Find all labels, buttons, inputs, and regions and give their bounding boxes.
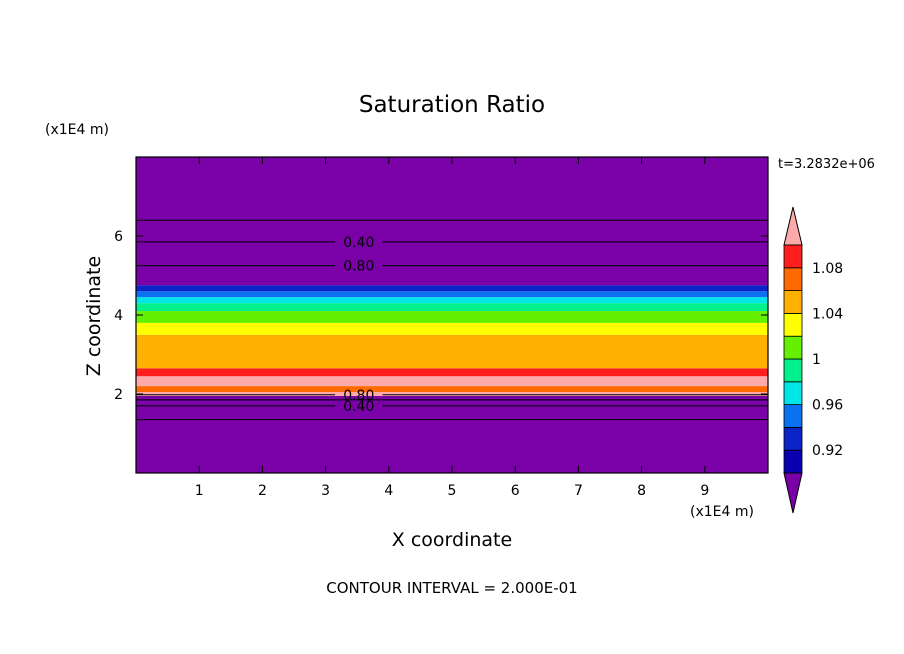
contour-band	[136, 297, 768, 304]
y-axis-label: Z coordinate	[83, 256, 105, 376]
contour-band	[136, 392, 768, 396]
contour-band	[136, 352, 768, 369]
x-axis-label: X coordinate	[392, 529, 512, 551]
colorbar-swatch	[783, 335, 803, 360]
colorbar-label: 0.92	[812, 443, 843, 459]
x-tick-label: 5	[448, 483, 457, 499]
colorbar-label: 1	[812, 352, 821, 368]
chart-title: Saturation Ratio	[359, 92, 545, 118]
timestamp-label: t=3.2832e+06	[778, 157, 875, 172]
x-tick-label: 9	[700, 483, 709, 499]
contour-label: 0.80	[343, 259, 374, 275]
colorbar-swatch	[783, 267, 803, 291]
x-tick-label: 7	[574, 483, 583, 499]
contour-band	[136, 311, 768, 323]
contour-interval-note: CONTOUR INTERVAL = 2.000E-01	[326, 579, 577, 597]
contour-band	[136, 386, 768, 393]
contour-band	[136, 285, 768, 292]
colorbar-swatch	[783, 244, 803, 269]
contour-band	[136, 291, 768, 298]
colorbar-swatch	[783, 290, 803, 314]
x-tick-label: 4	[384, 483, 393, 499]
x-tick-label: 3	[321, 483, 330, 499]
contour-label: 0.40	[343, 235, 374, 251]
colorbar-label: 0.96	[812, 398, 843, 414]
colorbar-label: 1.08	[812, 261, 843, 277]
y-tick-label: 4	[114, 308, 123, 324]
x-tick-label: 6	[511, 483, 520, 499]
contour-band	[136, 303, 768, 312]
contour-band	[136, 334, 768, 353]
colorbar-swatch	[783, 426, 803, 451]
contour-band	[136, 322, 768, 335]
x-axis-unit: (x1E4 m)	[690, 504, 754, 520]
colorbar-swatch	[783, 381, 803, 405]
colorbar: 0.92 0.96 1 1.04 1.08	[783, 206, 843, 514]
colorbar-extend-low	[783, 472, 803, 514]
colorbar-swatch	[783, 358, 803, 383]
contour-label: 0.40	[343, 399, 374, 415]
colorbar-swatch	[783, 312, 803, 337]
x-tick-label: 2	[258, 483, 267, 499]
y-axis-unit: (x1E4 m)	[45, 122, 109, 138]
contour-band	[136, 157, 768, 286]
y-tick-label: 6	[114, 229, 123, 245]
colorbar-swatch	[783, 404, 803, 428]
contour-band	[136, 376, 768, 387]
colorbar-swatch	[783, 449, 803, 474]
y-tick-label: 2	[114, 387, 123, 403]
colorbar-label: 1.04	[812, 306, 843, 322]
colorbar-extend-high	[783, 206, 803, 246]
contour-band	[136, 368, 768, 377]
contour-band	[136, 395, 768, 473]
x-tick-label: 8	[637, 483, 646, 499]
x-tick-label: 1	[195, 483, 204, 499]
